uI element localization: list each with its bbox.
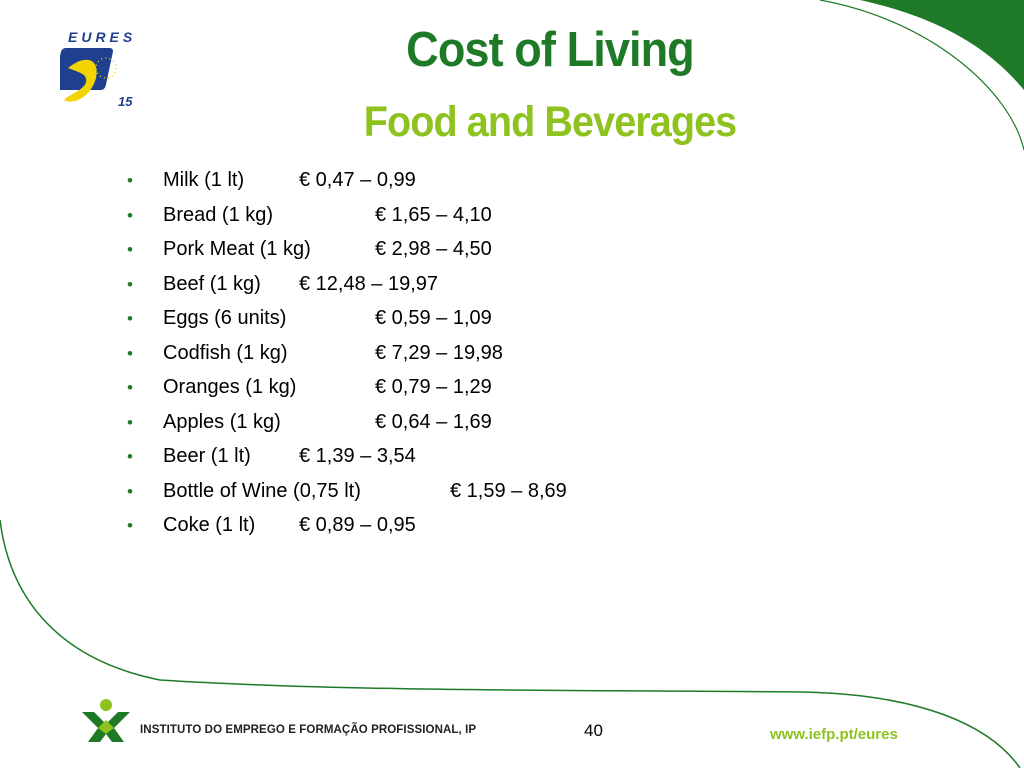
bullet-icon: • [127,240,133,259]
item-name: Coke (1 lt) [163,514,256,536]
item-price: € 0,89 – 0,95 [299,514,416,536]
iefp-logo [80,698,132,746]
footer-organization: INSTITUTO DO EMPREGO E FORMAÇÃO PROFISSI… [140,724,477,736]
item-price: € 12,48 – 19,97 [299,272,439,295]
list-item: • Eggs (6 units) € 0,59 – 1,09 [127,304,492,339]
item-price: € 1,59 – 8,69 [450,479,567,502]
list-item: • Beer (1 lt) € 1,39 – 3,54 [127,442,416,477]
list-item: • Coke (1 lt) € 0,89 – 0,95 [127,511,416,546]
item-price: € 7,29 – 19,98 [375,341,503,364]
price-list: • Milk (1 lt) € 0,47 – 0,99 • Bread (1 k… [127,166,567,546]
footer-url[interactable]: www.iefp.pt/eures [770,726,898,743]
item-name: Bottle of Wine (0,75 lt) [163,479,361,502]
item-name: Apples (1 kg) [163,410,281,433]
bullet-icon: • [127,412,133,432]
list-item: • Pork Meat (1 kg) € 2,98 – 4,50 [127,235,492,270]
item-price: € 0,64 – 1,69 [375,410,492,433]
list-item: • Bottle of Wine (0,75 lt) € 1,59 – 8,69 [127,477,567,512]
item-name: Beef (1 kg) [163,272,261,295]
bullet-icon: • [127,378,133,397]
item-name: Milk (1 lt) [163,169,245,191]
item-price: € 0,79 – 1,29 [375,376,492,398]
eures-logo: EURES 15 [53,28,150,113]
bullet-icon: • [127,343,133,363]
eures-logo-icon: EURES 15 [53,29,136,109]
item-name: Beer (1 lt) [163,445,251,467]
list-item: • Milk (1 lt) € 0,47 – 0,99 [127,166,416,201]
bullet-icon: • [127,171,133,190]
item-price: € 1,39 – 3,54 [299,445,416,467]
anniversary-number: 15 [118,94,133,109]
bullet-icon: • [127,447,133,466]
item-name: Oranges (1 kg) [163,376,297,398]
item-name: Codfish (1 kg) [163,341,288,364]
iefp-logo-icon [82,699,130,742]
list-item: • Bread (1 kg) € 1,65 – 4,10 [127,201,492,236]
bullet-icon: • [127,481,133,501]
slide-subtitle: Food and Beverages [363,98,737,146]
slide-title: Cost of Living [406,23,695,77]
bullet-icon: • [127,309,133,328]
page-number: 40 [584,721,603,740]
item-price: € 1,65 – 4,10 [375,203,492,226]
item-name: Eggs (6 units) [163,307,287,329]
bullet-icon: • [127,516,133,535]
bullet-icon: • [127,274,133,294]
list-item: • Beef (1 kg) € 12,48 – 19,97 [127,270,438,305]
list-item: • Codfish (1 kg) € 7,29 – 19,98 [127,339,503,374]
item-name: Pork Meat (1 kg) [163,238,311,260]
eures-logo-text: EURES [68,29,136,45]
item-price: € 0,59 – 1,09 [375,307,492,329]
list-item: • Oranges (1 kg) € 0,79 – 1,29 [127,373,492,408]
list-item: • Apples (1 kg) € 0,64 – 1,69 [127,408,492,443]
item-price: € 2,98 – 4,50 [375,238,492,260]
item-price: € 0,47 – 0,99 [299,169,416,191]
item-name: Bread (1 kg) [163,203,274,226]
bullet-icon: • [127,205,133,225]
